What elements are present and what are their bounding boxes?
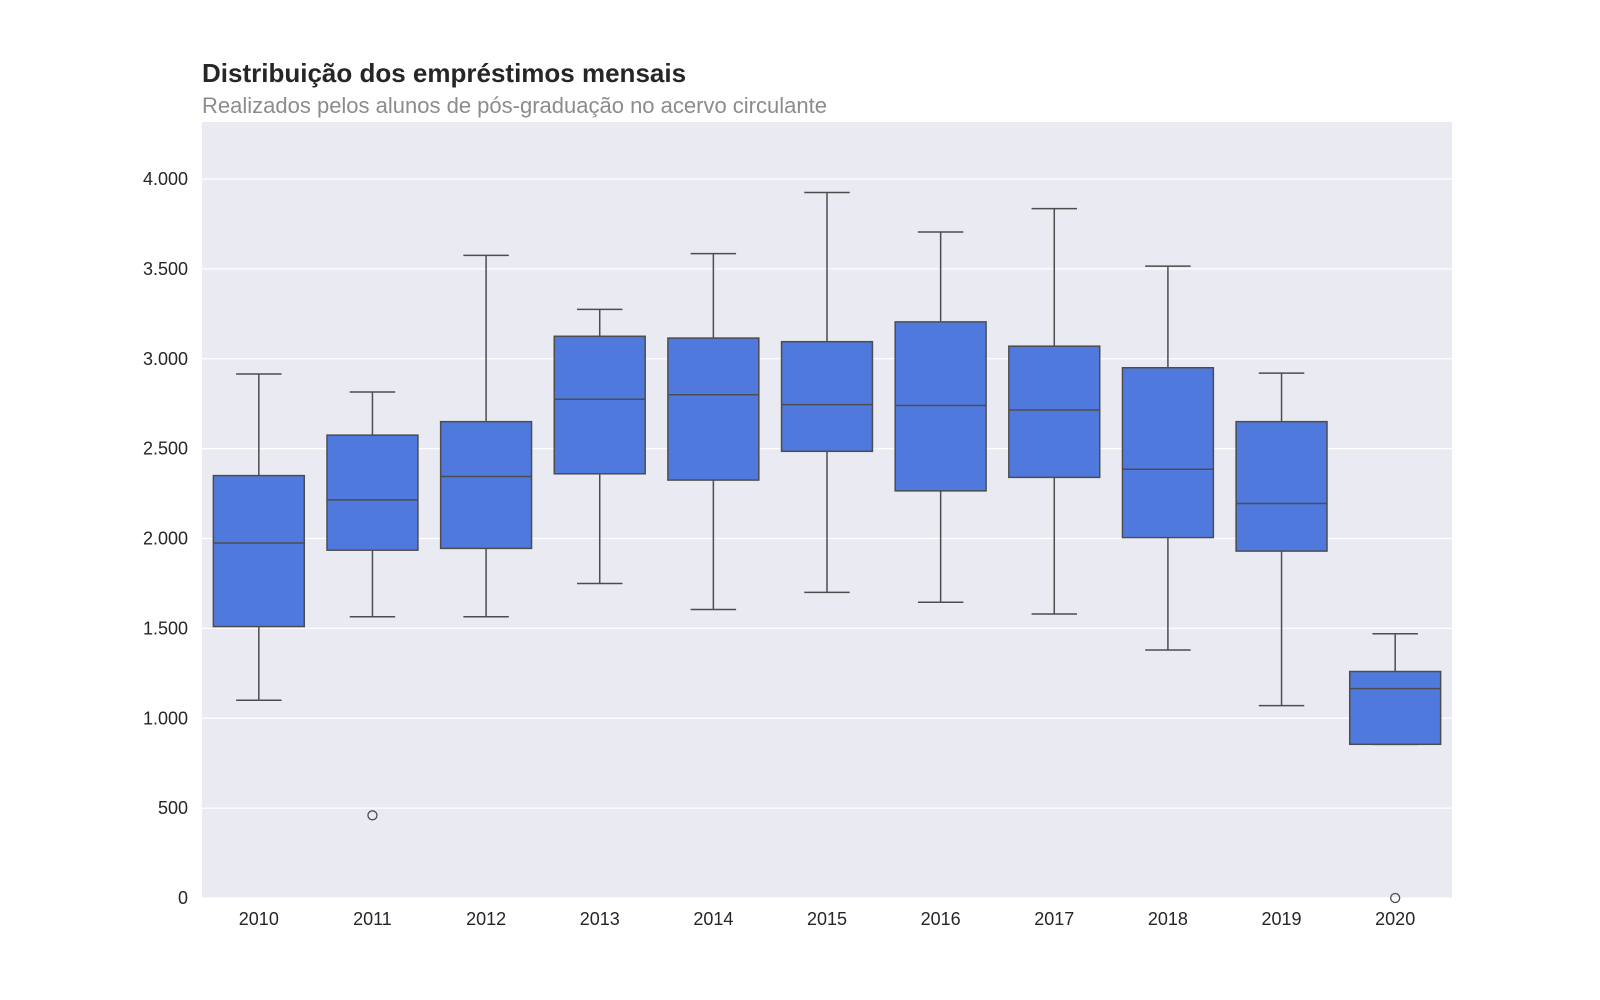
outlier-point — [1390, 892, 1401, 904]
y-tick-label: 500 — [158, 798, 188, 818]
iqr-box — [212, 474, 306, 628]
iqr-box — [326, 434, 419, 551]
iqr-box — [1348, 670, 1442, 746]
box-2019 — [1235, 372, 1328, 707]
y-tick-label: 1.500 — [143, 618, 188, 638]
box-2014 — [667, 252, 760, 611]
x-tick-label: 2011 — [353, 909, 392, 929]
x-tick-label: 2017 — [1034, 909, 1074, 929]
box-2015 — [780, 191, 874, 594]
x-axis: 2010 2011 2012 2013 2014 2015 2016 2017 2018 2019… — [239, 909, 1415, 929]
box-2017 — [1008, 207, 1101, 615]
box-2013 — [553, 308, 646, 585]
y-tick-label: 3.500 — [143, 259, 188, 279]
x-tick-label: 2016 — [921, 909, 961, 929]
boxes — [212, 191, 1442, 904]
iqr-box — [439, 420, 533, 550]
x-tick-label: 2010 — [239, 909, 279, 929]
x-tick-label: 2019 — [1262, 909, 1302, 929]
y-tick-label: 2.500 — [143, 439, 188, 459]
box-2020 — [1348, 633, 1442, 904]
y-tick-label: 0 — [178, 888, 188, 908]
x-tick-label: 2018 — [1148, 909, 1188, 929]
iqr-box — [553, 335, 646, 475]
y-tick-label: 4.000 — [143, 169, 188, 189]
box-2016 — [894, 231, 987, 604]
y-tick-label: 2.000 — [143, 529, 188, 549]
x-tick-label: 2013 — [580, 909, 620, 929]
y-axis: 0 500 1.000 1.500 2.000 2.500 3.000 3.500 4.000 — [143, 169, 188, 908]
iqr-box — [894, 321, 987, 492]
chart-subtitle: Realizados pelos alunos de pós-graduação… — [202, 93, 827, 118]
box-2018 — [1121, 265, 1215, 651]
chart-title: Distribuição dos empréstimos mensais — [202, 58, 686, 88]
y-tick-label: 3.000 — [143, 349, 188, 369]
x-tick-label: 2012 — [466, 909, 506, 929]
box-2010 — [212, 373, 306, 702]
box-2012 — [439, 254, 533, 618]
x-tick-label: 2015 — [807, 909, 847, 929]
y-tick-label: 1.000 — [143, 708, 188, 728]
iqr-box — [1121, 366, 1215, 539]
x-tick-label: 2020 — [1375, 909, 1415, 929]
iqr-box — [667, 337, 760, 481]
box-2011 — [326, 391, 419, 821]
iqr-box — [1008, 345, 1101, 479]
iqr-box — [1235, 420, 1328, 552]
outlier-point — [367, 810, 378, 821]
iqr-box — [780, 340, 874, 453]
x-tick-label: 2014 — [693, 909, 733, 929]
